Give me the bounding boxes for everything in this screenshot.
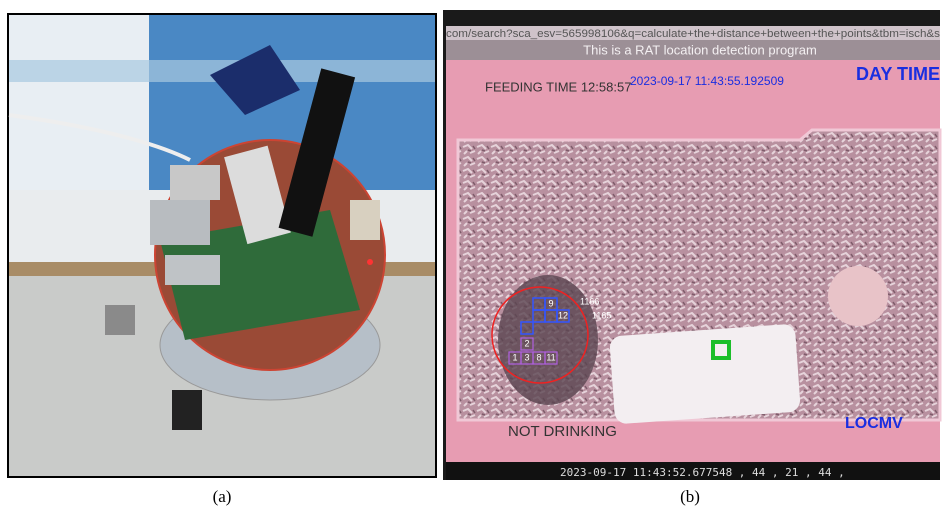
grid-cell: 3 [524,352,529,362]
panel-label: (a) [213,487,232,506]
timestamp: 2023-09-17 11:43:55.192509 [630,74,784,88]
grid-cell: 1 [512,352,517,362]
terminal-line: 2023-09-17 11:43:52.677548 , 44 , 21 , 4… [560,466,845,479]
grid-cell: 8 [536,352,541,362]
overlay-id: 1165 [592,310,611,320]
feeding-time: FEEDING TIME 12:58:57 [485,79,631,94]
grid-cell: 11 [546,352,555,362]
figure: (a) com/search?sca_esv=565998106&q=calcu… [0,0,942,512]
day-time: DAY TIME [856,64,940,84]
url-text: com/search?sca_esv=565998106&q=calculate… [446,28,941,40]
photo-a [8,14,436,477]
grid-cell: 9 [548,298,553,308]
grid-cell: 12 [558,310,568,320]
overlay-id: 1166 [580,296,599,306]
grid-cell: 2 [524,338,529,348]
movement-status: LOCMV [845,415,903,432]
window-title: This is a RAT location detection program [583,42,817,57]
drinking-status: NOT DRINKING [508,423,617,440]
panel-label: (b) [680,487,700,506]
